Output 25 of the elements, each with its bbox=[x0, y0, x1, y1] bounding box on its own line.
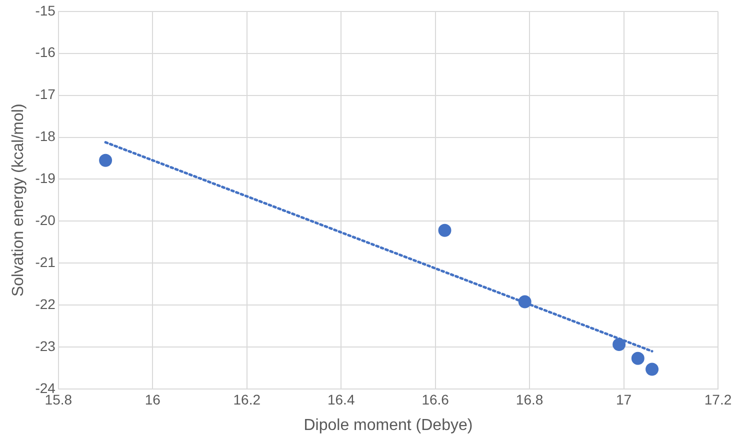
x-tick-label: 16 bbox=[144, 391, 161, 408]
x-tick-label: 17 bbox=[616, 391, 632, 408]
y-tick-label: -21 bbox=[35, 254, 56, 270]
y-tick-label: -24 bbox=[35, 380, 56, 396]
x-tick-label: 16.6 bbox=[422, 391, 450, 408]
point bbox=[612, 338, 626, 352]
y-tick-label: -17 bbox=[35, 86, 56, 102]
x-tick-label: 16.2 bbox=[233, 391, 261, 408]
x-tick-label: 16.4 bbox=[327, 391, 355, 408]
y-tick-label: -16 bbox=[35, 44, 56, 60]
x-tick-label: 17.2 bbox=[704, 391, 732, 408]
y-tick-label: -20 bbox=[35, 212, 56, 228]
y-axis-title: Solvation energy (kcal/mol) bbox=[10, 104, 28, 297]
x-axis-title: Dipole moment (Debye) bbox=[304, 416, 473, 434]
point bbox=[99, 154, 112, 167]
y-tick-label: -15 bbox=[35, 2, 56, 18]
point bbox=[518, 295, 532, 308]
y-tick-label: -18 bbox=[35, 128, 56, 144]
point bbox=[631, 352, 644, 365]
point bbox=[438, 224, 452, 237]
point bbox=[646, 362, 659, 376]
y-tick-label: -22 bbox=[35, 296, 56, 312]
x-tick-label: 16.8 bbox=[516, 391, 544, 408]
y-tick-label: -19 bbox=[35, 170, 56, 186]
y-tick-label: -23 bbox=[35, 338, 56, 354]
